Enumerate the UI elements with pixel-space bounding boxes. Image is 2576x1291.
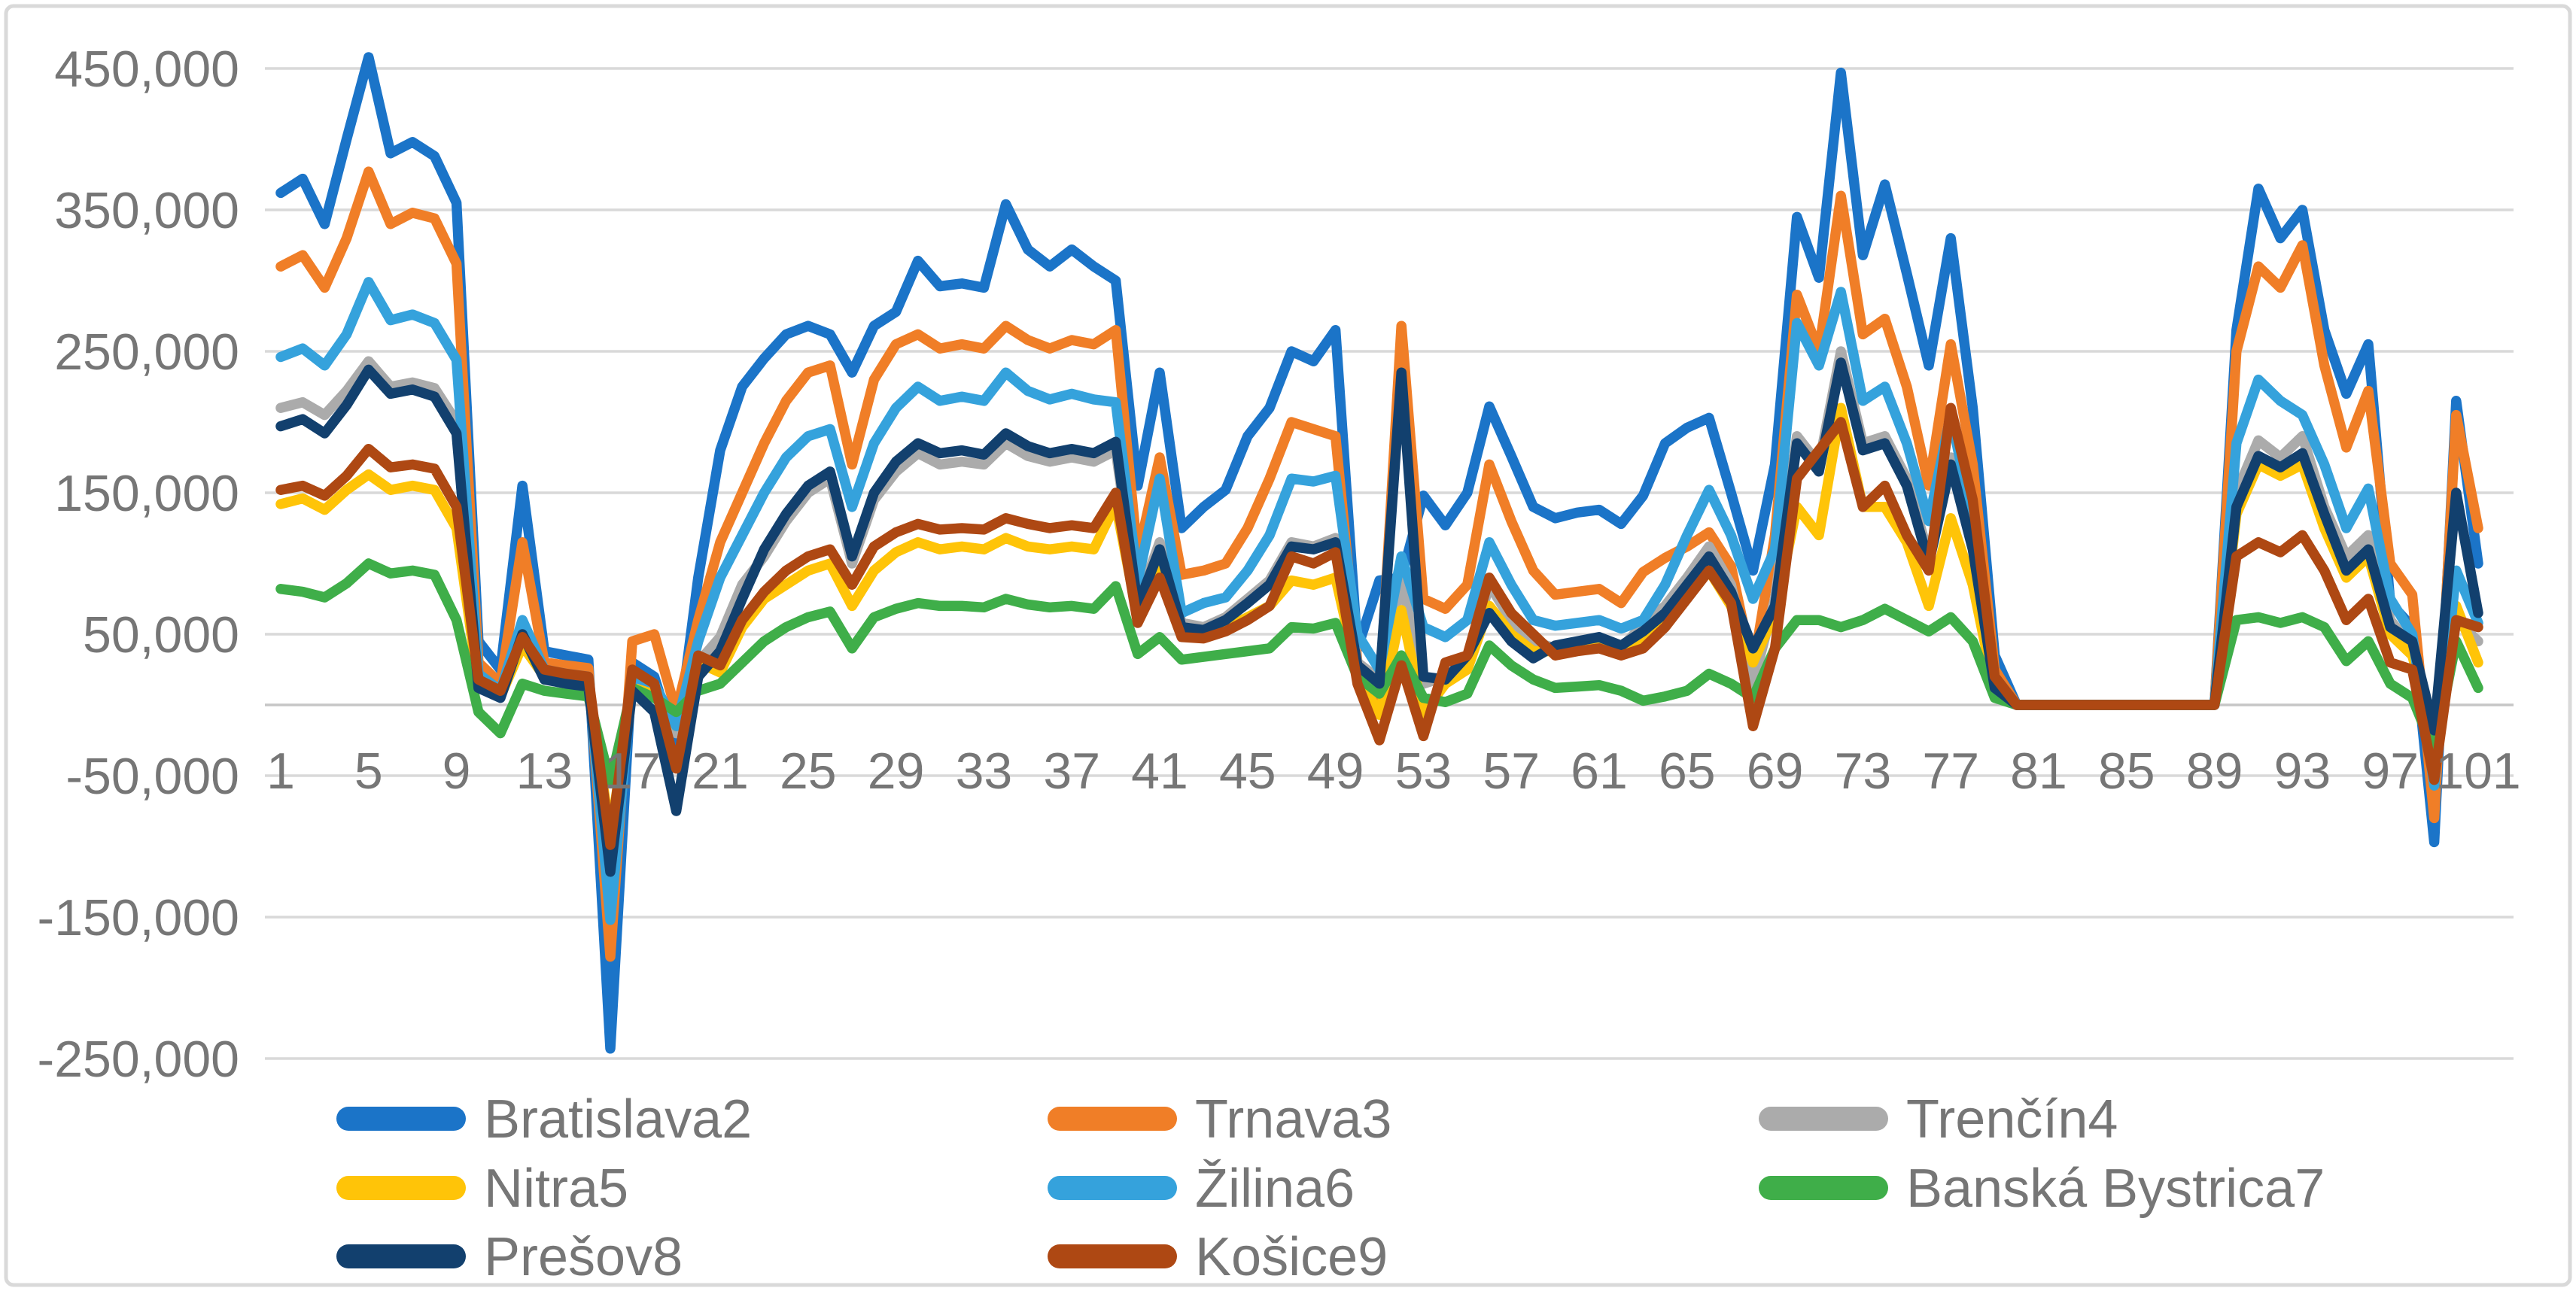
y-tick-label: 450,000 — [54, 41, 239, 98]
legend-swatch — [1759, 1176, 1888, 1200]
legend-entry-Žilina6[interactable]: Žilina6 — [1048, 1159, 1355, 1219]
series-lines — [275, 52, 2483, 1054]
legend-swatch — [1759, 1107, 1888, 1131]
legend-label: Trnava3 — [1195, 1089, 1391, 1150]
legend-swatch — [336, 1176, 466, 1200]
x-tick-label: 101 — [2435, 743, 2520, 800]
x-tick-label: 21 — [692, 743, 749, 800]
legend-entry-Trenčín4[interactable]: Trenčín4 — [1759, 1089, 2118, 1150]
legend-label: Trenčín4 — [1906, 1089, 2118, 1150]
legend-label: Prešov8 — [484, 1227, 683, 1287]
x-tick-label: 17 — [604, 743, 661, 800]
legend-swatch — [1048, 1107, 1177, 1131]
x-tick-label: 73 — [1835, 743, 1892, 800]
legend-swatch — [1048, 1176, 1177, 1200]
x-tick-label: 1 — [266, 743, 295, 800]
y-tick-label: 350,000 — [54, 182, 239, 239]
legend-entry-Nitra5[interactable]: Nitra5 — [336, 1159, 628, 1219]
y-tick-label: -50,000 — [65, 748, 239, 805]
legend-entry-Bratislava2[interactable]: Bratislava2 — [336, 1089, 752, 1150]
x-tick-label: 9 — [443, 743, 471, 800]
x-tick-label: 13 — [516, 743, 573, 800]
x-tick-label: 57 — [1483, 743, 1540, 800]
x-tick-label: 29 — [868, 743, 925, 800]
x-tick-label: 97 — [2362, 743, 2419, 800]
legend-label: Bratislava2 — [484, 1089, 752, 1150]
legend-label: Nitra5 — [484, 1159, 628, 1219]
legend-label: Žilina6 — [1195, 1159, 1355, 1219]
x-tick-label: 85 — [2098, 743, 2155, 800]
legend: Bratislava2 Trnava3 Trenčín4 Nitra5 Žilina6 B… — [336, 1089, 2325, 1287]
series-line-Košice9[interactable] — [275, 402, 2483, 850]
legend-swatch — [1048, 1244, 1177, 1268]
x-tick-label: 5 — [354, 743, 383, 800]
y-tick-label: 50,000 — [83, 606, 239, 664]
legend-entry-Trnava3[interactable]: Trnava3 — [1048, 1089, 1391, 1150]
x-tick-label: 69 — [1747, 743, 1804, 800]
x-tick-label: 41 — [1131, 743, 1188, 800]
y-tick-label: 150,000 — [54, 465, 239, 522]
x-tick-label: 53 — [1395, 743, 1452, 800]
x-tick-label: 25 — [780, 743, 837, 800]
y-tick-label: -250,000 — [38, 1031, 239, 1088]
legend-label: Košice9 — [1195, 1227, 1388, 1287]
legend-swatch — [336, 1244, 466, 1268]
x-tick-label: 61 — [1571, 743, 1628, 800]
x-tick-label: 33 — [956, 743, 1013, 800]
x-tick-label: 49 — [1307, 743, 1364, 800]
x-tick-label: 65 — [1659, 743, 1716, 800]
y-tick-label: -150,000 — [38, 889, 239, 946]
x-axis-labels: 1 5 9 13 17 21 25 29 33 37 41 45 49 53 57 61 65 69 73 77 81 8… — [266, 743, 2521, 800]
x-tick-label: 89 — [2186, 743, 2243, 800]
x-tick-label: 93 — [2274, 743, 2331, 800]
legend-label: Banská Bystrica7 — [1906, 1159, 2325, 1219]
x-tick-label: 37 — [1043, 743, 1100, 800]
y-tick-label: 250,000 — [54, 324, 239, 381]
x-tick-label: 77 — [1922, 743, 1979, 800]
chart-frame-border — [4, 4, 2572, 1287]
legend-entry-Košice9[interactable]: Košice9 — [1048, 1227, 1388, 1287]
y-axis-labels: 450,000 350,000 250,000 150,000 50,000 -50,00… — [38, 41, 239, 1088]
legend-swatch — [336, 1107, 466, 1131]
legend-entry-Prešov8[interactable]: Prešov8 — [336, 1227, 683, 1287]
x-tick-label: 45 — [1219, 743, 1276, 800]
x-tick-label: 81 — [2010, 743, 2067, 800]
legend-entry-Banská Bystrica7[interactable]: Banská Bystrica7 — [1759, 1159, 2325, 1219]
